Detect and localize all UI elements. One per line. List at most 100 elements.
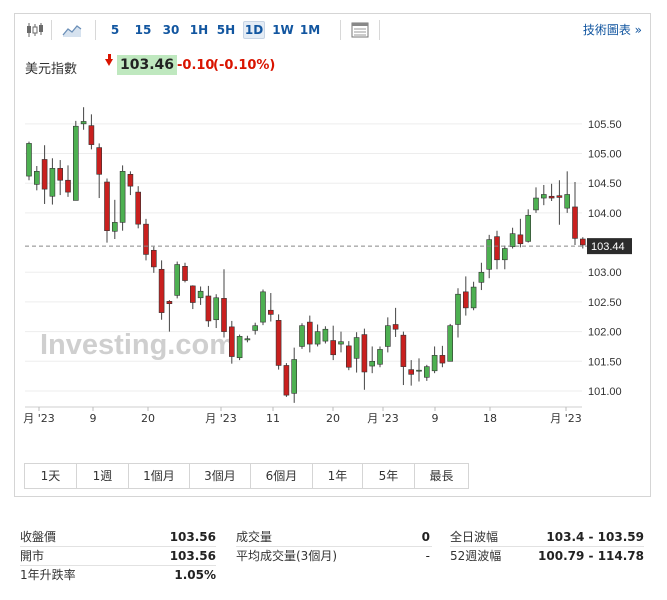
x-tick-label: 月 '23: [23, 412, 55, 425]
candle-body: [478, 271, 485, 283]
price-chart[interactable]: Investing.com 103.44 105.50105.00104.501…: [15, 14, 650, 454]
current-price-badge: [587, 238, 632, 255]
range-max[interactable]: 最長: [429, 469, 454, 483]
interval-30[interactable]: 30: [162, 23, 180, 37]
range-1m[interactable]: 1個月: [129, 464, 190, 488]
stat-value: 103.56: [169, 530, 216, 544]
candle-body: [299, 325, 305, 347]
candle: [517, 218, 524, 248]
candle-body: [205, 295, 212, 322]
stat-row: 52週波幅 100.79 - 114.78: [450, 547, 644, 565]
y-tick-label: 101.50: [588, 356, 622, 368]
table-view-icon[interactable]: [351, 22, 369, 38]
range-3m[interactable]: 3個月: [190, 464, 251, 488]
candle-body: [57, 168, 64, 181]
candle-body: [431, 355, 438, 372]
candle: [423, 364, 430, 381]
stat-row: 平均成交量(3個月) -: [236, 547, 432, 565]
range-5y[interactable]: 5年: [363, 464, 415, 488]
candle-body: [127, 173, 134, 187]
candle: [119, 165, 126, 231]
candlestick-series: [26, 107, 586, 403]
interval-1h[interactable]: 1H: [189, 23, 209, 37]
y-axis: 105.50 105.00 104.50 104.00 103.00 102.50 102.…: [588, 119, 622, 398]
candle: [151, 246, 157, 273]
candle-body: [369, 360, 376, 367]
candle: [533, 187, 539, 213]
y-tick-label: 102.00: [588, 327, 622, 339]
chart-toolbar: 5 15 30 1H 5H 1D 1W 1M 技術圖表 »: [15, 14, 650, 46]
stat-value: 103.56: [169, 549, 216, 563]
candle-body: [509, 233, 516, 248]
candle: [369, 346, 376, 374]
candle: [400, 331, 407, 386]
candle: [408, 360, 415, 386]
candle-body: [400, 334, 407, 367]
current-price-line: 103.44: [25, 238, 632, 255]
y-tick-label: 105.00: [588, 149, 622, 161]
candle: [275, 314, 282, 370]
candle: [564, 171, 571, 213]
range-1y[interactable]: 1年: [313, 464, 363, 488]
stat-value: 103.4 - 103.59: [546, 530, 644, 544]
stat-value: 0: [421, 530, 430, 544]
candle-body: [572, 206, 578, 239]
x-tick-label: 9: [432, 412, 439, 425]
candle-body: [236, 336, 243, 359]
y-tick-label: 101.00: [588, 386, 622, 398]
candlestick-chart-icon[interactable]: [26, 22, 44, 38]
candle: [330, 325, 337, 361]
candle: [384, 317, 391, 353]
range-6m[interactable]: 6個月: [251, 464, 313, 488]
candle: [221, 269, 227, 338]
interval-1m[interactable]: 1M: [299, 23, 321, 37]
area-chart-icon[interactable]: [62, 22, 82, 38]
candle: [88, 114, 95, 150]
candle: [322, 326, 329, 344]
candle-body: [80, 121, 87, 125]
candle-body: [33, 171, 40, 185]
candle-body: [564, 194, 571, 209]
candle-body: [423, 366, 430, 378]
candle-body: [330, 340, 337, 356]
candle: [174, 261, 180, 299]
candle-body: [166, 301, 173, 305]
x-tick-label: 9: [90, 412, 97, 425]
candle-body: [221, 298, 227, 332]
candle: [392, 307, 399, 337]
candle-body: [540, 194, 547, 199]
interval-1w[interactable]: 1W: [272, 23, 294, 37]
range-1d[interactable]: 1天: [25, 464, 77, 488]
candle-body: [501, 248, 508, 261]
stat-label: 全日波幅: [450, 530, 499, 544]
range-1w[interactable]: 1週: [77, 464, 129, 488]
candle: [353, 332, 360, 373]
x-tick-label: 20: [141, 412, 155, 425]
candle: [252, 322, 258, 335]
candle-body: [112, 222, 118, 232]
candle: [104, 178, 110, 243]
divider: [20, 565, 216, 566]
candle: [548, 183, 555, 202]
candle: [205, 285, 212, 327]
divider: [20, 546, 216, 547]
interval-15[interactable]: 15: [134, 23, 152, 37]
candle-body: [151, 249, 157, 268]
interval-1d[interactable]: 1D: [243, 21, 265, 39]
candle: [33, 165, 40, 191]
technical-chart-link[interactable]: 技術圖表 »: [582, 23, 642, 37]
candle-body: [462, 291, 469, 309]
time-range-selector: 1天 1週 1個月 3個月 6個月 1年 5年 最長: [24, 463, 469, 489]
y-tick-label: 104.50: [588, 178, 622, 190]
candle-body: [470, 286, 477, 309]
candle: [431, 346, 438, 374]
candle-body: [345, 345, 352, 368]
candle: [260, 289, 266, 326]
candle-body: [338, 341, 344, 345]
candle: [127, 171, 134, 196]
candle: [143, 218, 149, 261]
interval-5[interactable]: 5: [110, 23, 120, 37]
interval-5h[interactable]: 5H: [216, 23, 236, 37]
candle-body: [96, 147, 102, 175]
toolbar-divider: [51, 20, 52, 40]
